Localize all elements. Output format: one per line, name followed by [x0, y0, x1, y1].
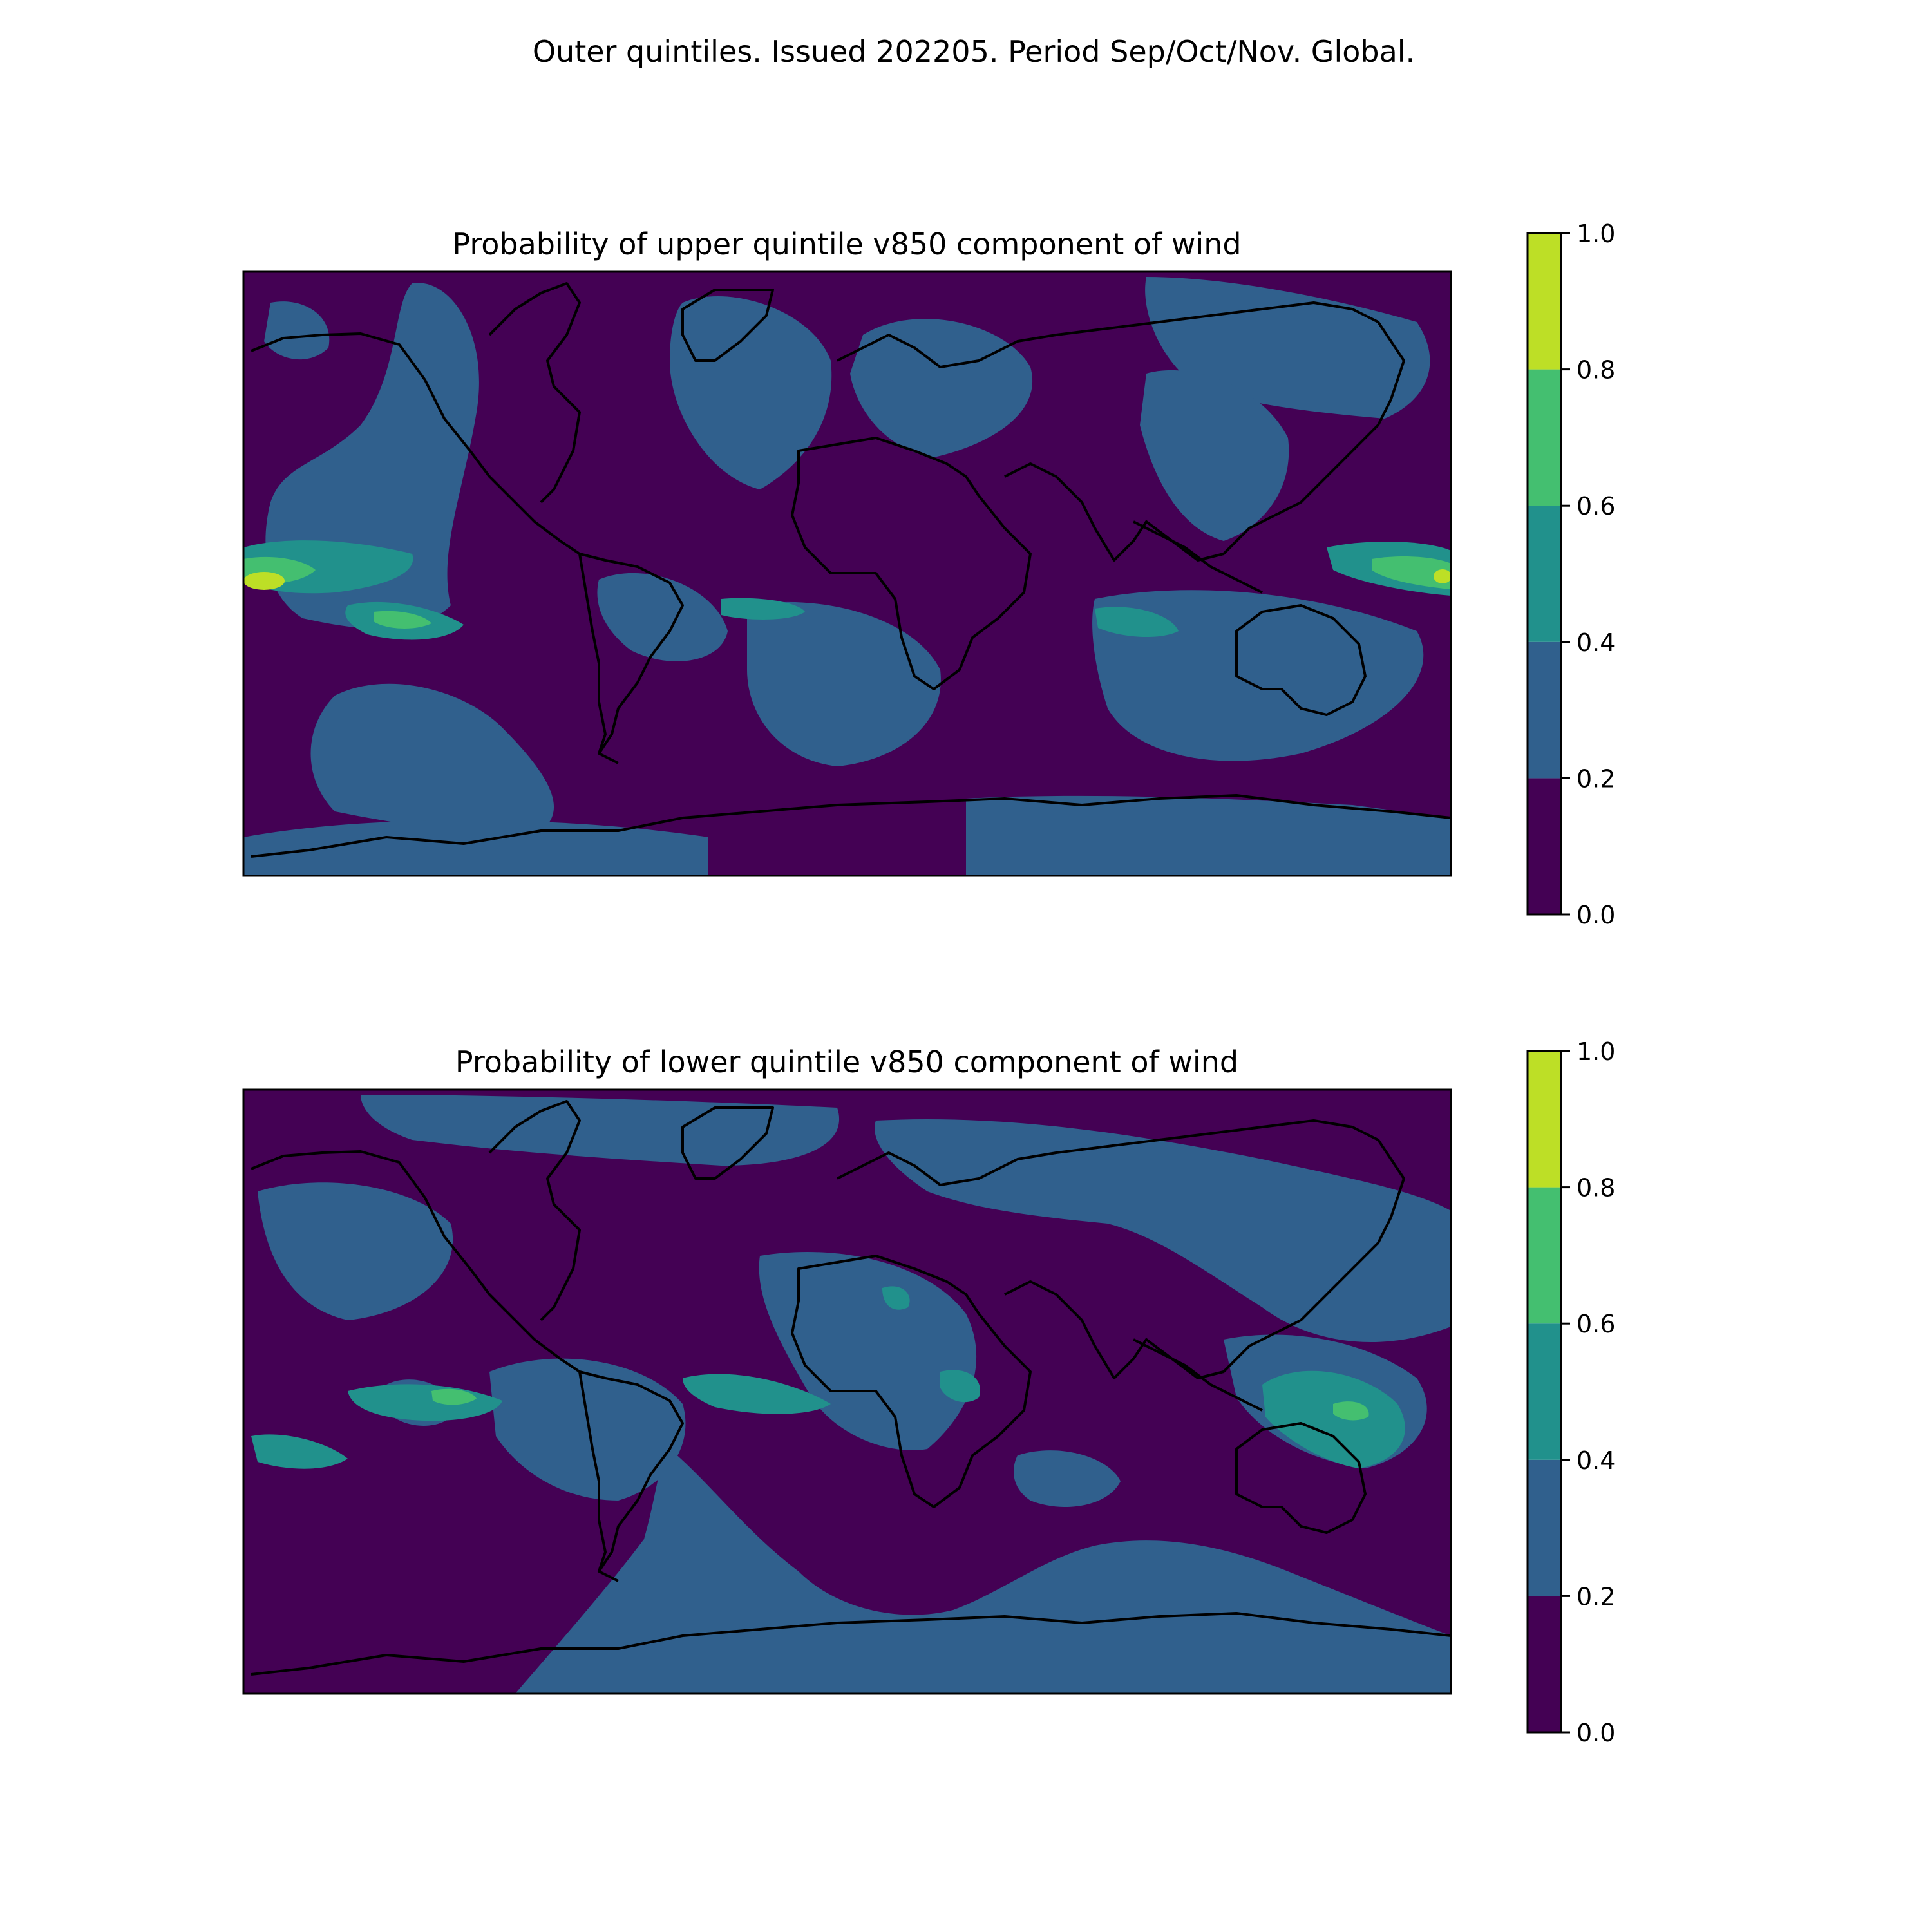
colorbar-tick-label: 0.8 [1577, 356, 1615, 384]
upper-colorbar-frame [1526, 232, 1562, 916]
colorbar-tick-label: 1.0 [1577, 1037, 1615, 1066]
colorbar-segment [1528, 1459, 1561, 1596]
colorbar-segment [1528, 233, 1561, 370]
colorbar-tick-label: 0.2 [1577, 764, 1615, 793]
colorbar-segment [1528, 1323, 1561, 1460]
colorbar-tick-label: 0.4 [1577, 629, 1615, 657]
upper-band-0.8-1.0 [243, 569, 1451, 590]
upper-colorbar: 0.0 0.2 0.4 0.6 0.8 1.0 [1526, 220, 1615, 929]
lower-coastlines [251, 1100, 1451, 1676]
colorbar-segment [1528, 1596, 1561, 1732]
colorbar-tick-label: 0.4 [1577, 1446, 1615, 1475]
colorbar-segment [1528, 778, 1561, 914]
upper-band-0.2-0.4 [243, 277, 1451, 876]
colorbar-segment [1528, 506, 1561, 642]
colorbar-tick-label: 0.6 [1577, 492, 1615, 520]
figure-suptitle: Outer quintiles. Issued 202205. Period S… [533, 34, 1415, 69]
colorbar-segment [1528, 641, 1561, 779]
colorbar-tick-label: 0.6 [1577, 1310, 1615, 1338]
colorbar-tick-label: 0.8 [1577, 1174, 1615, 1202]
panel-lower-title: Probability of lower quintile v850 compo… [455, 1045, 1238, 1079]
colorbar-segment [1528, 369, 1561, 506]
colorbar-tick-label: 0.2 [1577, 1582, 1615, 1611]
lower-colorbar-frame [1526, 1050, 1562, 1734]
lower-band-0.6-0.8 [431, 1388, 1369, 1421]
upper-probability-field [243, 272, 1451, 876]
panel-upper-title: Probability of upper quintile v850 compo… [452, 227, 1241, 261]
colorbar-tick-label: 0.0 [1577, 1719, 1615, 1747]
lower-colorbar: 0.0 0.2 0.4 0.6 0.8 1.0 [1526, 1037, 1615, 1747]
colorbar-segment [1528, 1187, 1561, 1324]
upper-map-frame [242, 270, 1452, 877]
colorbar-segment [1528, 1051, 1561, 1188]
panel-lower-quintile: Probability of lower quintile v850 compo… [242, 1037, 1615, 1747]
lower-probability-field [243, 1090, 1451, 1694]
lower-map-frame [242, 1088, 1452, 1695]
upper-coastlines [251, 282, 1451, 858]
lower-band-0.4-0.6 [251, 1286, 1405, 1469]
panel-upper-quintile: Probability of upper quintile v850 compo… [242, 220, 1615, 929]
upper-band-0.6-0.8 [243, 556, 1451, 629]
colorbar-tick-label: 0.0 [1577, 901, 1615, 929]
colorbar-tick-label: 1.0 [1577, 220, 1615, 248]
